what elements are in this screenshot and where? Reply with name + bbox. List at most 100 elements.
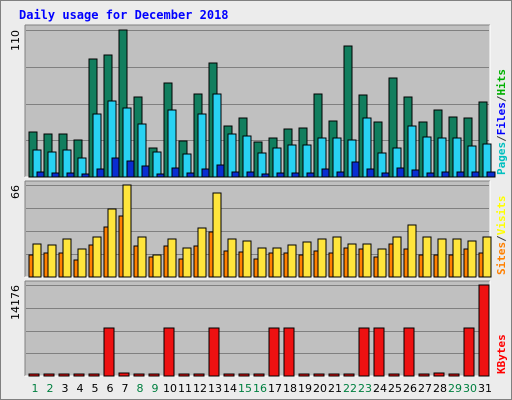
x-tick-day-3: 3: [62, 382, 69, 395]
bar-files-day-19: [302, 144, 312, 178]
x-tick-day-6: 6: [107, 382, 114, 395]
bar-kbytes-day-14: [223, 373, 235, 377]
bar-sites-day-26: [407, 224, 417, 278]
x-tick-day-21: 21: [328, 382, 342, 395]
bar-sites-day-17: [272, 247, 282, 278]
legend-item: /: [495, 135, 508, 142]
bar-kbytes-day-15: [238, 373, 250, 377]
x-tick-day-22: 22: [343, 382, 357, 395]
bar-kbytes-day-29: [448, 373, 460, 377]
bar-files-day-21: [332, 137, 342, 178]
bar-sites-day-9: [152, 254, 162, 278]
bar-kbytes-day-13: [208, 327, 220, 377]
x-tick-day-24: 24: [373, 382, 387, 395]
x-tick-day-17: 17: [268, 382, 282, 395]
bar-sites-day-23: [362, 243, 372, 278]
bar-files-day-29: [452, 137, 462, 178]
x-tick-day-28: 28: [433, 382, 447, 395]
bar-sites-day-21: [332, 236, 342, 278]
bar-sites-day-24: [377, 248, 387, 278]
bar-kbytes-day-11: [178, 373, 190, 377]
bar-sites-day-14: [227, 238, 237, 278]
chart-panel-visits-sites: 66 Sites/Visits: [9, 180, 508, 278]
x-tick-day-18: 18: [283, 382, 297, 395]
bar-sites-day-1: [32, 243, 42, 278]
bar-sites-day-28: [437, 238, 447, 278]
x-tick-day-27: 27: [418, 382, 432, 395]
x-tick-day-7: 7: [122, 382, 129, 395]
bar-kbytes-day-2: [43, 373, 55, 377]
bar-kbytes-day-8: [133, 373, 145, 377]
bar-sites-day-8: [137, 236, 147, 278]
bar-kbytes-day-5: [88, 373, 100, 377]
bar-kbytes-day-7: [118, 372, 130, 377]
bar-sites-day-30: [467, 240, 477, 278]
bar-kbytes-day-12: [193, 373, 205, 377]
x-tick-day-19: 19: [298, 382, 312, 395]
legend-kbytes: KBytes: [495, 334, 508, 374]
bar-kbytes-day-26: [403, 327, 415, 377]
bar-sites-day-2: [47, 244, 57, 278]
bar-kbytes-day-20: [313, 373, 325, 377]
bar-kbytes-day-23: [358, 327, 370, 377]
bar-files-day-5: [92, 113, 102, 178]
x-tick-day-31: 31: [478, 382, 492, 395]
legend-item: Files: [495, 102, 508, 135]
x-tick-day-12: 12: [193, 382, 207, 395]
bar-sites-day-19: [302, 241, 312, 278]
bar-kbytes-day-19: [298, 373, 310, 377]
bar-kbytes-day-31: [478, 284, 490, 377]
bar-pages-day-31: [486, 171, 496, 178]
x-tick-day-23: 23: [358, 382, 372, 395]
bar-files-day-27: [422, 136, 432, 178]
bar-files-day-26: [407, 125, 417, 178]
bar-sites-day-4: [77, 248, 87, 278]
bar-sites-day-16: [257, 247, 267, 278]
x-tick-day-15: 15: [238, 382, 252, 395]
legend-visits-sites: Sites/Visits: [495, 196, 508, 276]
bar-files-day-14: [227, 133, 237, 178]
x-tick-day-16: 16: [253, 382, 267, 395]
x-tick-day-14: 14: [223, 382, 237, 395]
bar-kbytes-day-24: [373, 327, 385, 377]
chart-title: Daily usage for December 2018: [19, 8, 229, 22]
legend-item: KBytes: [495, 334, 508, 374]
bar-files-day-9: [152, 151, 162, 178]
bar-sites-day-29: [452, 238, 462, 278]
x-tick-day-4: 4: [77, 382, 84, 395]
legend-item: Visits: [495, 196, 508, 236]
chart-panel-kbytes: 14176 KBytes: [9, 280, 508, 377]
y-max-label: 66: [9, 185, 22, 199]
legend-item: /: [495, 95, 508, 102]
legend-hits-files-pages: Pages/Files/Hits: [495, 69, 508, 175]
bar-sites-day-12: [197, 227, 207, 278]
bar-kbytes-day-17: [268, 327, 280, 377]
bar-kbytes-day-1: [28, 373, 40, 377]
bar-sites-day-31: [482, 236, 492, 278]
bar-sites-day-22: [347, 243, 357, 278]
bar-files-day-23: [362, 117, 372, 178]
bar-files-day-18: [287, 144, 297, 178]
bar-sites-day-3: [62, 238, 72, 278]
x-tick-day-25: 25: [388, 382, 402, 395]
legend-item: Hits: [495, 69, 508, 96]
x-tick-day-26: 26: [403, 382, 417, 395]
y-max-label: 110: [9, 30, 22, 51]
bar-files-day-16: [257, 152, 267, 178]
bar-sites-day-6: [107, 208, 117, 278]
bar-kbytes-day-9: [148, 373, 160, 377]
bar-files-day-28: [437, 137, 447, 178]
bar-files-day-10: [167, 109, 177, 178]
bar-kbytes-day-30: [463, 327, 475, 377]
bar-kbytes-day-28: [433, 372, 445, 377]
bar-kbytes-day-16: [253, 373, 265, 377]
bar-kbytes-day-21: [328, 373, 340, 377]
bar-kbytes-day-25: [388, 373, 400, 377]
bar-sites-day-25: [392, 236, 402, 278]
bar-files-day-12: [197, 113, 207, 178]
x-tick-day-2: 2: [47, 382, 54, 395]
bar-sites-day-20: [317, 238, 327, 278]
legend-item: Pages: [495, 142, 508, 175]
